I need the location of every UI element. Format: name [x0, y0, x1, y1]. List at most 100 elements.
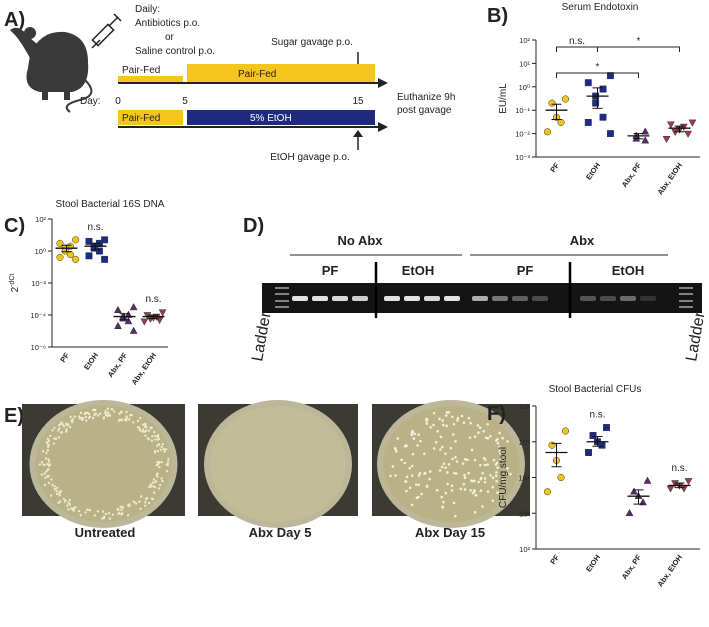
- colony: [405, 489, 408, 493]
- colony: [394, 474, 397, 477]
- protocol-text: Antibiotics p.o.: [135, 18, 200, 29]
- ladder-label: Ladder: [683, 310, 709, 363]
- colony: [481, 471, 484, 475]
- arrow-head: [353, 130, 363, 137]
- panel-label: C): [4, 215, 25, 237]
- colony: [65, 430, 68, 433]
- colony: [69, 415, 72, 419]
- colony: [415, 496, 419, 500]
- colony: [44, 457, 48, 460]
- colony: [442, 500, 445, 504]
- significance-bracket: [556, 72, 639, 78]
- colony: [474, 493, 478, 497]
- colony: [81, 417, 85, 421]
- colony: [482, 429, 486, 433]
- colony: [154, 480, 157, 484]
- x-tick-label: Abx, EtOH: [655, 553, 684, 589]
- colony: [396, 437, 400, 440]
- colony: [451, 457, 454, 461]
- colony: [43, 463, 46, 467]
- colony: [478, 426, 482, 430]
- data-point: [140, 318, 149, 326]
- colony: [143, 504, 147, 507]
- colony: [473, 435, 477, 439]
- colony: [167, 457, 170, 461]
- panel-d: D) No Abx Abx PF EtOH PF EtOH Ladder Lad…: [243, 215, 709, 363]
- y-tick-label: 10⁻³: [515, 153, 530, 162]
- colony: [459, 487, 463, 491]
- x-tick-label: Abx, PF: [620, 161, 644, 189]
- colony: [479, 489, 483, 492]
- colony: [151, 497, 155, 501]
- gel-band: [679, 300, 693, 302]
- colony: [476, 424, 480, 427]
- data-point: [641, 127, 650, 135]
- data-point: [66, 250, 74, 259]
- colony: [38, 463, 42, 466]
- significance-bracket: [556, 46, 598, 52]
- panel-label: B): [487, 5, 508, 27]
- significance-label: n.s.: [145, 294, 161, 305]
- panel-label: A): [4, 9, 25, 31]
- gel-band: [600, 296, 616, 301]
- gel-band: [444, 296, 460, 301]
- colony: [418, 471, 422, 475]
- colony: [57, 429, 60, 432]
- colony: [467, 471, 470, 475]
- colony: [446, 482, 450, 486]
- subgroup-label: PF: [322, 263, 339, 278]
- gel-band: [679, 293, 693, 295]
- data-point: [662, 135, 671, 144]
- colony: [145, 429, 148, 432]
- colony: [486, 422, 489, 426]
- x-tick-label: Abx, EtOH: [129, 351, 158, 387]
- colony: [413, 432, 417, 436]
- colony: [506, 471, 509, 474]
- chart-title: Serum Endotoxin: [562, 2, 639, 13]
- gel-band: [332, 296, 348, 301]
- colony: [438, 469, 442, 472]
- colony: [102, 416, 106, 419]
- colony: [63, 500, 67, 503]
- gel-band: [275, 293, 289, 295]
- gel-band: [492, 296, 508, 301]
- y-tick-label: 10³: [519, 509, 530, 518]
- significance-label: n.s.: [569, 36, 585, 47]
- endpoint-text: post gavage: [397, 105, 452, 116]
- subgroup-label: EtOH: [612, 263, 645, 278]
- colony: [41, 450, 45, 453]
- colony: [65, 428, 68, 431]
- plate-agar: [210, 406, 346, 522]
- panel-label: F): [487, 403, 506, 425]
- colony: [53, 485, 56, 488]
- x-tick-label: Abx, PF: [620, 553, 644, 581]
- colony: [411, 429, 414, 433]
- colony: [432, 447, 436, 450]
- colony: [46, 462, 49, 466]
- colony: [164, 448, 168, 451]
- colony: [44, 476, 47, 479]
- colony: [483, 463, 487, 467]
- colony: [68, 425, 72, 429]
- colony: [113, 410, 116, 413]
- colony: [410, 464, 414, 468]
- colony: [47, 481, 51, 485]
- data-point: [143, 312, 152, 320]
- colony: [494, 463, 498, 466]
- colony: [47, 464, 51, 467]
- x-tick-label: PF: [58, 351, 71, 364]
- colony: [88, 508, 91, 512]
- colony: [452, 501, 456, 505]
- timeline-bar: [118, 76, 183, 82]
- significance-label: n.s.: [87, 222, 103, 233]
- colony: [440, 465, 444, 469]
- colony: [491, 476, 495, 480]
- data-point: [598, 441, 606, 449]
- colony: [141, 423, 145, 426]
- timeline-text: Pair-Fed: [122, 113, 160, 124]
- plate-agar: [383, 406, 519, 522]
- y-tick-label: 10²: [519, 36, 530, 45]
- data-point: [101, 255, 109, 263]
- colony: [104, 409, 107, 413]
